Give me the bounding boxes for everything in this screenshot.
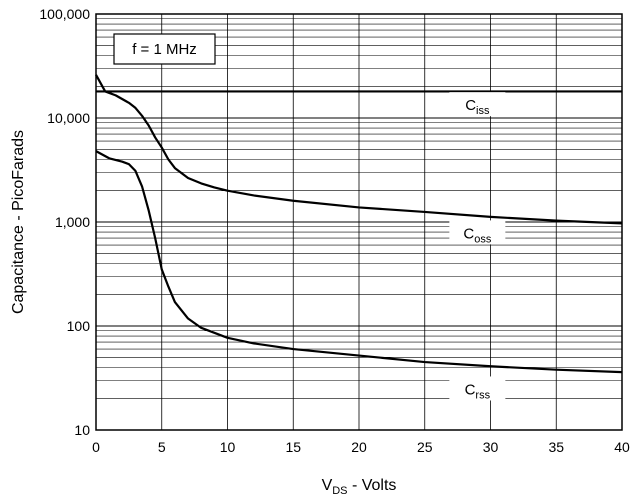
y-tick-label: 10 — [74, 422, 90, 438]
x-tick-label: 35 — [548, 439, 564, 455]
x-tick-label: 0 — [92, 439, 100, 455]
grid-lines — [96, 14, 622, 430]
annotation-text: f = 1 MHz — [132, 41, 197, 58]
x-tick-label: 20 — [351, 439, 367, 455]
series-labels: Ciss Coss Crss — [449, 92, 506, 401]
x-tick-label: 5 — [158, 439, 166, 455]
series-curves — [95, 74, 623, 374]
series-label-crss: Crss — [465, 381, 491, 401]
series-label-ciss: Ciss — [465, 97, 490, 117]
x-tick-label: 40 — [614, 439, 630, 455]
x-tick-label: 15 — [285, 439, 301, 455]
plot-frame — [95, 13, 623, 431]
x-tick-label: 10 — [220, 439, 236, 455]
x-axis-label: VDS - Volts — [322, 477, 397, 497]
x-axis-label-sub: DS — [332, 485, 347, 497]
y-axis-label: Capacitance - PicoFarads — [10, 130, 27, 314]
y-tick-label: 10,000 — [47, 110, 90, 126]
series-line-coss — [95, 74, 623, 225]
x-tick-label: 25 — [417, 439, 433, 455]
x-axis-label-rest: - Volts — [348, 477, 397, 494]
frequency-annotation: f = 1 MHz — [113, 33, 216, 65]
x-tick-label: 30 — [483, 439, 499, 455]
series-label-bg — [449, 376, 506, 401]
series-label-coss: Coss — [463, 225, 491, 245]
series-line-crss — [95, 150, 623, 374]
y-tick-labels: 10 100 1,000 10,000 100,000 — [39, 6, 90, 438]
x-axis-label-main: V — [322, 477, 333, 494]
x-tick-labels: 0 5 10 15 20 25 30 35 40 — [92, 439, 630, 455]
y-tick-label: 100,000 — [39, 6, 90, 22]
annotation-box — [113, 33, 216, 65]
series-label-bg — [449, 220, 506, 245]
series-label-bg — [449, 92, 506, 117]
y-tick-label: 100 — [67, 318, 91, 334]
y-tick-label: 1,000 — [55, 214, 90, 230]
